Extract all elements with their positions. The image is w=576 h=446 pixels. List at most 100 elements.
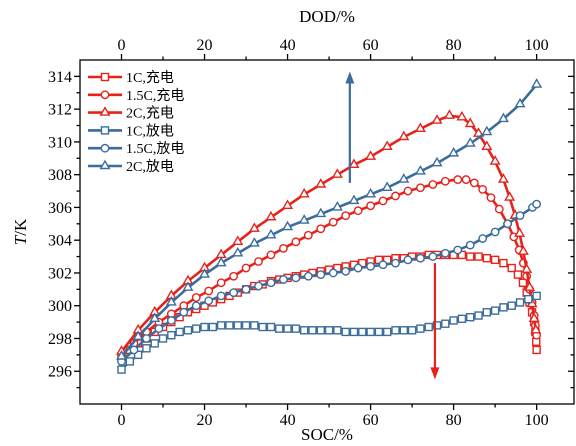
series-2-point [403, 186, 413, 196]
y-axis-title-symbol: T [11, 234, 30, 245]
series-6-point [331, 201, 343, 211]
series-4-point [399, 326, 408, 335]
top-tick-label: 0 [118, 37, 126, 54]
series-5-point [216, 291, 226, 301]
x-tick-label: 60 [363, 412, 379, 429]
series-6-point [348, 194, 360, 205]
series-6-point [199, 268, 211, 278]
up-arrow [345, 71, 355, 183]
series-5-point [453, 245, 463, 255]
series-3-point [265, 210, 277, 221]
series-5-point [254, 281, 263, 291]
series-4-point [158, 334, 168, 343]
series-4 [117, 291, 541, 374]
series-1-point [474, 252, 483, 261]
series-4-point [524, 294, 533, 304]
legend-item: 2C,放电 [88, 159, 174, 175]
series-5-point [142, 334, 151, 343]
series-3-point [489, 155, 501, 165]
series-4-point [216, 321, 226, 330]
y-axis-title-unit: /K [11, 218, 30, 236]
series-3-point [481, 140, 493, 151]
series-6-point [398, 173, 410, 183]
top-tick-label: 20 [197, 37, 213, 54]
series-6-point [315, 207, 327, 218]
series-5-point [303, 271, 313, 281]
down-arrow [430, 263, 440, 380]
series-2-point [254, 257, 263, 266]
series-4-point [241, 321, 251, 330]
series-4-point [258, 322, 267, 332]
x-tick-label: 20 [197, 412, 213, 429]
series-2-point [428, 180, 438, 189]
series-4-point [382, 327, 392, 337]
series-5-point [366, 261, 375, 271]
series-4-point [432, 321, 442, 330]
series-4-point [466, 312, 475, 322]
series-4-point [424, 322, 433, 332]
series-4-point [490, 306, 500, 315]
series-6-point [165, 296, 177, 306]
series-6-point [232, 246, 244, 257]
y-tick-label: 300 [48, 298, 72, 315]
arrow-head [430, 367, 440, 380]
legend-marker [100, 72, 110, 82]
series-5-point [478, 234, 488, 243]
series-1-point [499, 258, 508, 268]
y-tick-label: 304 [48, 233, 72, 250]
series-5-point [378, 260, 388, 270]
series-2-point [353, 206, 363, 216]
series-4-point [183, 326, 193, 335]
series-4-point [324, 326, 334, 335]
series-4-point [532, 291, 541, 301]
series-1-point [482, 254, 492, 263]
series-4-point [225, 321, 234, 330]
x-tick-label: 80 [446, 412, 462, 429]
series-3-point [521, 263, 533, 273]
series-6-point [132, 330, 144, 341]
series-3-point [464, 117, 476, 128]
series-6-point [182, 281, 194, 291]
top-tick-label: 100 [525, 37, 549, 54]
series-2-point [241, 263, 251, 273]
legend-marker [100, 143, 110, 153]
series-6-point [497, 112, 509, 123]
legend-item: 1C,充电 [88, 70, 174, 86]
x-tick-label: 40 [280, 412, 296, 429]
y-tick-label: 312 [48, 102, 72, 119]
series-3 [116, 109, 542, 355]
series-3-point [443, 109, 455, 119]
series-4-point [150, 339, 159, 348]
series-6-point [116, 350, 128, 360]
series-2-point [266, 250, 276, 260]
series-5-point [279, 275, 288, 284]
series-6-point [431, 156, 443, 167]
axes: 0 20 40 60 80 100 0 20 40 60 80 100 296 298 300 302 304 3… [48, 37, 574, 429]
series-3-point [497, 173, 509, 183]
series-4-point [192, 324, 201, 333]
legend-label: 1.5C,放电 [126, 141, 184, 157]
series-5-point [241, 284, 251, 294]
series-3-point [398, 130, 410, 141]
series-4-point [117, 365, 126, 374]
series-5-point [391, 258, 400, 268]
legend-label: 2C,放电 [126, 159, 174, 175]
series-4-point [250, 321, 259, 330]
series-4-point [333, 326, 342, 335]
series-4-point [308, 326, 317, 335]
series-4-point [449, 316, 458, 325]
series-5-point [154, 324, 164, 334]
series-3-point [298, 187, 310, 198]
series-6-point [298, 214, 310, 224]
series-3-point [365, 150, 377, 160]
series-4-point [366, 327, 375, 337]
top-tick-label: 60 [363, 37, 379, 54]
series-4-point [275, 324, 284, 333]
top-tick-label: 40 [280, 37, 296, 54]
series-6-point [215, 256, 227, 267]
series-5-point [490, 227, 500, 237]
y-axis-title: T/K [11, 218, 30, 245]
legend-marker [100, 126, 110, 135]
series-5-point [204, 296, 214, 306]
